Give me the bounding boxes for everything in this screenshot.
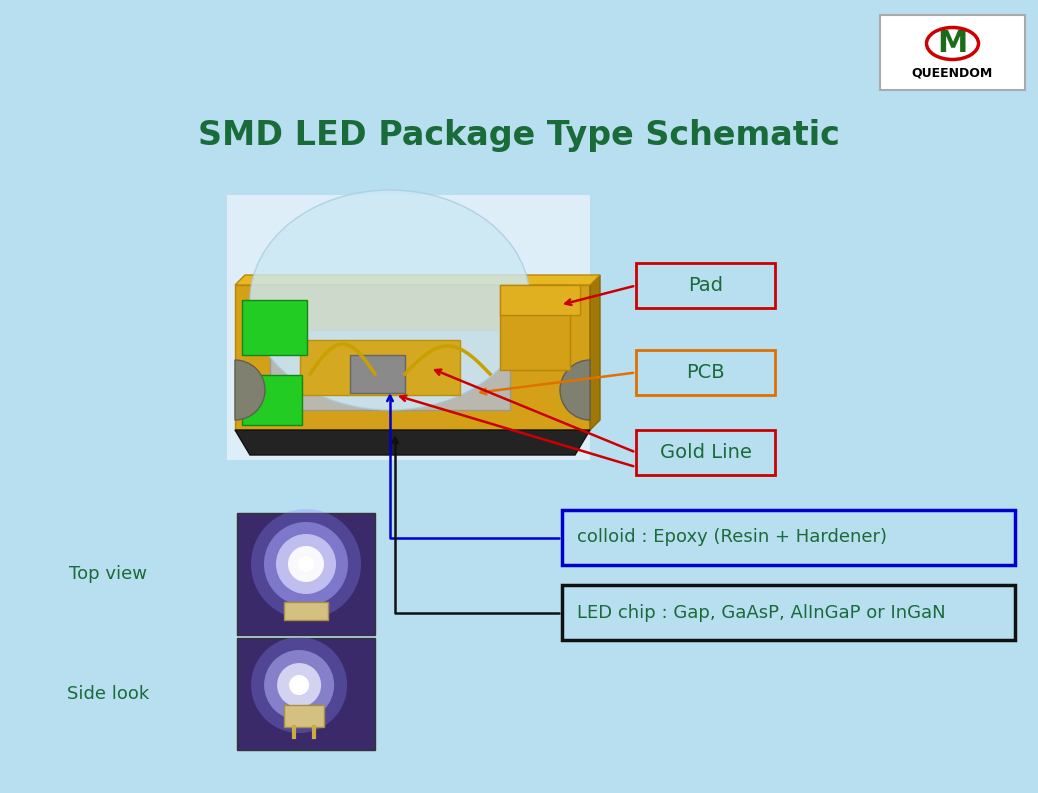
Text: Side look: Side look [66,685,149,703]
Wedge shape [559,360,590,420]
Polygon shape [235,275,600,285]
FancyBboxPatch shape [562,510,1015,565]
Circle shape [251,637,347,733]
FancyBboxPatch shape [636,263,775,308]
Ellipse shape [250,190,530,410]
Polygon shape [590,275,600,430]
Text: PCB: PCB [686,363,725,382]
FancyBboxPatch shape [242,375,302,425]
FancyBboxPatch shape [500,285,580,315]
Polygon shape [235,430,590,455]
Circle shape [251,509,361,619]
Circle shape [298,556,315,572]
Text: colloid : Epoxy (Resin + Hardener): colloid : Epoxy (Resin + Hardener) [577,528,887,546]
Text: Top view: Top view [69,565,147,583]
Wedge shape [235,360,265,420]
FancyBboxPatch shape [500,285,570,370]
FancyBboxPatch shape [350,355,405,393]
Circle shape [276,534,336,594]
FancyBboxPatch shape [227,195,590,460]
Circle shape [264,522,348,606]
FancyBboxPatch shape [242,300,307,355]
Circle shape [277,663,321,707]
FancyBboxPatch shape [880,15,1025,90]
Text: Pad: Pad [688,276,723,295]
FancyBboxPatch shape [284,602,328,620]
FancyBboxPatch shape [300,340,460,395]
Circle shape [288,546,324,582]
Circle shape [264,650,334,720]
FancyBboxPatch shape [636,430,775,475]
Text: Gold Line: Gold Line [659,443,752,462]
Circle shape [290,675,309,695]
Text: M: M [937,29,967,58]
FancyBboxPatch shape [237,513,375,635]
FancyBboxPatch shape [562,585,1015,640]
Polygon shape [270,330,510,410]
FancyBboxPatch shape [237,638,375,750]
Text: LED chip : Gap, GaAsP, AlInGaP or InGaN: LED chip : Gap, GaAsP, AlInGaP or InGaN [577,603,946,622]
Text: SMD LED Package Type Schematic: SMD LED Package Type Schematic [198,118,840,151]
Text: QUEENDOM: QUEENDOM [911,67,993,80]
FancyBboxPatch shape [284,705,324,727]
Polygon shape [235,285,590,430]
FancyBboxPatch shape [636,350,775,395]
